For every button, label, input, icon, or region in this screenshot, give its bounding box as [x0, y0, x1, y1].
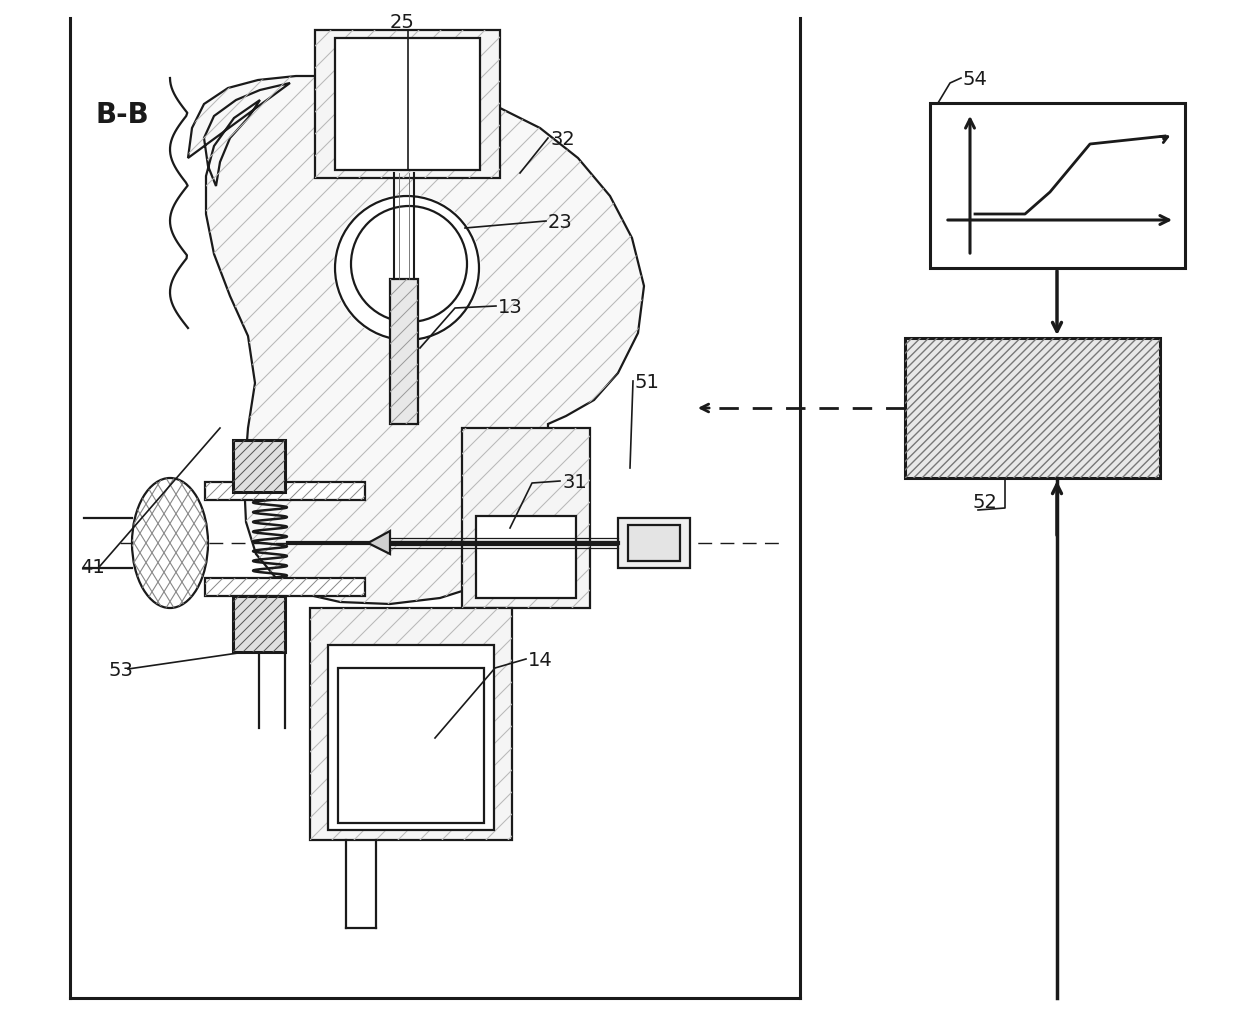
Polygon shape	[310, 608, 512, 840]
Text: 14: 14	[528, 651, 553, 670]
Text: 51: 51	[635, 373, 660, 392]
Circle shape	[335, 196, 479, 340]
Text: 41: 41	[81, 558, 104, 577]
Polygon shape	[463, 428, 590, 608]
Bar	[335, 38, 480, 170]
Bar	[476, 516, 577, 598]
Polygon shape	[368, 531, 391, 554]
Bar	[627, 525, 680, 561]
Text: 25: 25	[391, 13, 415, 32]
Circle shape	[351, 206, 467, 322]
Text: 31: 31	[562, 473, 587, 492]
Text: 32: 32	[551, 130, 575, 149]
Text: B-B: B-B	[95, 101, 149, 128]
Bar	[905, 338, 1159, 478]
Circle shape	[334, 194, 481, 342]
Text: 53: 53	[108, 661, 133, 680]
Text: 23: 23	[548, 213, 573, 232]
Polygon shape	[188, 76, 644, 604]
Polygon shape	[233, 596, 285, 652]
Polygon shape	[205, 482, 365, 500]
Polygon shape	[391, 279, 418, 424]
Text: 13: 13	[498, 298, 523, 317]
Polygon shape	[315, 30, 500, 178]
Bar	[329, 645, 494, 830]
Bar	[339, 668, 484, 823]
Ellipse shape	[131, 478, 208, 608]
Bar	[930, 103, 1185, 268]
Text: 52: 52	[973, 493, 998, 512]
Polygon shape	[233, 440, 285, 492]
Bar	[905, 338, 1159, 478]
Bar	[618, 518, 689, 568]
Polygon shape	[205, 578, 365, 596]
Text: 54: 54	[963, 70, 988, 89]
